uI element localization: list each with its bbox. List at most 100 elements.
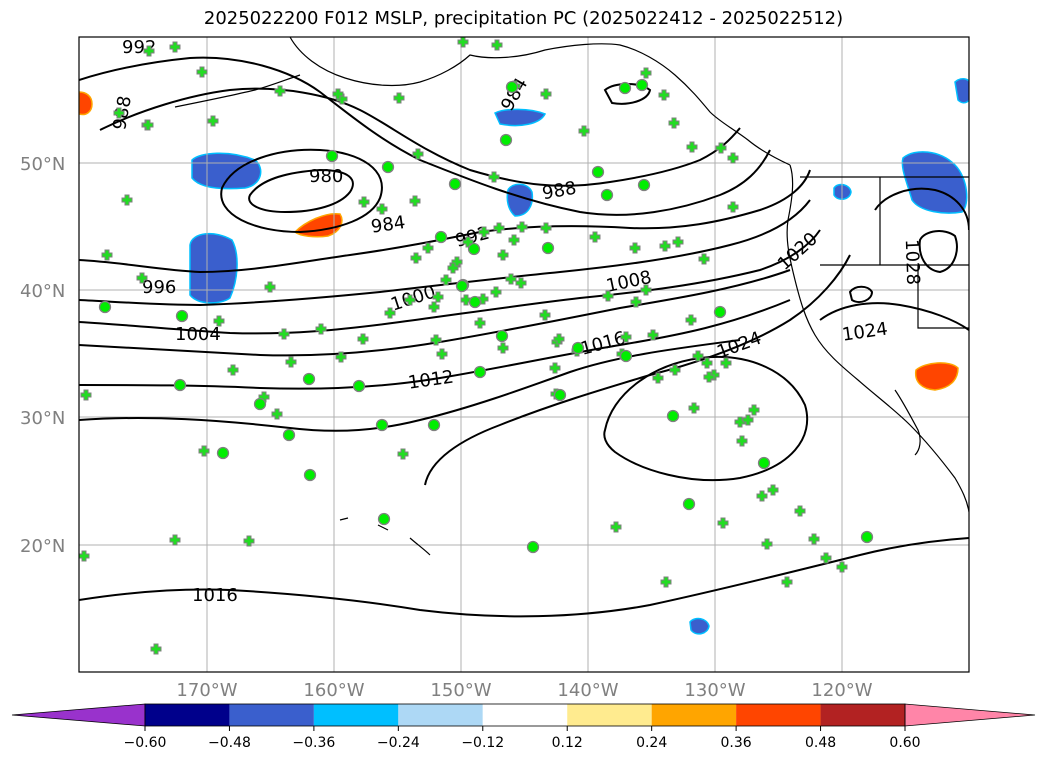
colorbar: −0.60 −0.48 −0.36 −0.24 −0.12 0.12 0.24 0.36 0.4… [11,703,1036,751]
station-plus-marker [169,534,181,546]
station-plus-marker [589,231,601,243]
station-plus-marker [393,92,405,104]
station-plus-marker [196,66,208,78]
station-plus-marker [767,484,779,496]
station-plus-marker [335,351,347,363]
station-plus-marker [688,402,700,414]
isobar-closed-small [603,83,652,105]
station-plus-marker [136,272,148,284]
station-plus-marker [553,333,565,345]
station-plus-marker [440,274,452,286]
station-plus-marker [539,309,551,321]
colorbar-tick-label: 0.24 [636,735,667,751]
station-plus-marker [447,262,459,274]
station-plus-marker [727,152,739,164]
station-plus-marker [198,445,210,457]
map-frame [78,36,970,673]
lon-label: 170°W [176,680,237,701]
isobar-1028 [874,187,969,231]
colorbar-tick-label: 0.60 [889,735,920,751]
station-circle-marker [216,446,230,460]
isobar-label: 996 [142,277,176,298]
station-plus-marker [457,37,469,48]
station-plus-marker [734,416,746,428]
station-plus-marker [610,521,622,533]
station-plus-marker [278,328,290,340]
isobar-984 [220,148,383,234]
station-circle-marker [352,379,366,393]
station-plus-marker [478,226,490,238]
station-plus-marker [357,333,369,345]
station-circle-marker [427,418,441,432]
station-plus-marker [736,435,748,447]
station-circle-marker [375,418,389,432]
lat-label: 50°N [20,154,65,175]
isobar-closed-small [848,285,874,303]
isobar-label: 980 [309,166,343,187]
isobar-1024-center [603,356,809,482]
colorbar-segment [736,704,821,726]
isobar-label: 1004 [175,324,221,345]
station-plus-marker [227,364,239,376]
aleutian-islands [174,74,301,108]
station-circle-marker [377,512,391,526]
station-plus-marker [727,201,739,213]
station-circle-marker [635,78,649,92]
station-plus-marker [698,253,710,265]
station-plus-marker [432,291,444,303]
colorbar-tick-label: 0.12 [552,735,583,751]
station-plus-marker [620,331,632,343]
lon-label: 150°W [430,680,491,701]
station-plus-marker [169,41,181,53]
longitude-labels: 170°W 160°W 150°W 140°W 130°W 120°W [176,680,872,701]
station-plus-marker [794,505,806,517]
alaska-coast [289,37,791,166]
station-plus-marker [808,533,820,545]
station-circle-marker [591,165,605,179]
station-circle-marker [757,456,771,470]
station-plus-marker [358,196,370,208]
station-plus-marker [672,236,684,248]
colorbar-frame [144,703,906,727]
station-plus-marker [285,356,297,368]
colorbar-extend-max [904,703,1036,727]
graticule [79,37,969,672]
hawaiian-islands [339,517,431,556]
precip-shading [79,77,969,635]
isobar-996 [79,169,811,274]
station-circle-marker [303,468,317,482]
station-circle-marker [860,530,874,544]
station-plus-marker [508,234,520,246]
station-plus-marker [686,141,698,153]
isobar-992 [79,56,771,216]
isobar-label: 988 [541,178,578,205]
station-circle-marker [381,160,395,174]
station-circle-marker [98,300,112,314]
station-plus-marker [493,222,505,234]
precip-negative-region [901,151,968,214]
station-circle-marker [173,378,187,392]
station-circle-marker [434,230,448,244]
station-plus-marker [652,372,664,384]
station-plus-marker [647,329,659,341]
station-plus-marker [836,561,848,573]
lat-label: 30°N [20,408,65,429]
precip-positive-region [293,213,343,238]
station-plus-marker [505,273,517,285]
station-plus-marker [540,222,552,234]
station-plus-marker [404,294,416,306]
baja-california [894,389,921,456]
latitude-labels: 50°N 40°N 30°N 20°N [20,154,65,557]
station-plus-marker [428,301,440,313]
colorbar-tick-label: −0.24 [377,735,420,751]
station-circle-marker [619,349,633,363]
station-plus-marker [640,67,652,79]
station-plus-marker [143,45,155,57]
isobar-980 [248,168,354,214]
station-circle-marker [618,81,632,95]
station-plus-marker [630,296,642,308]
station-circle-marker [571,341,585,355]
station-plus-marker [660,576,672,588]
lon-label: 130°W [684,680,745,701]
station-plus-marker [640,284,652,296]
